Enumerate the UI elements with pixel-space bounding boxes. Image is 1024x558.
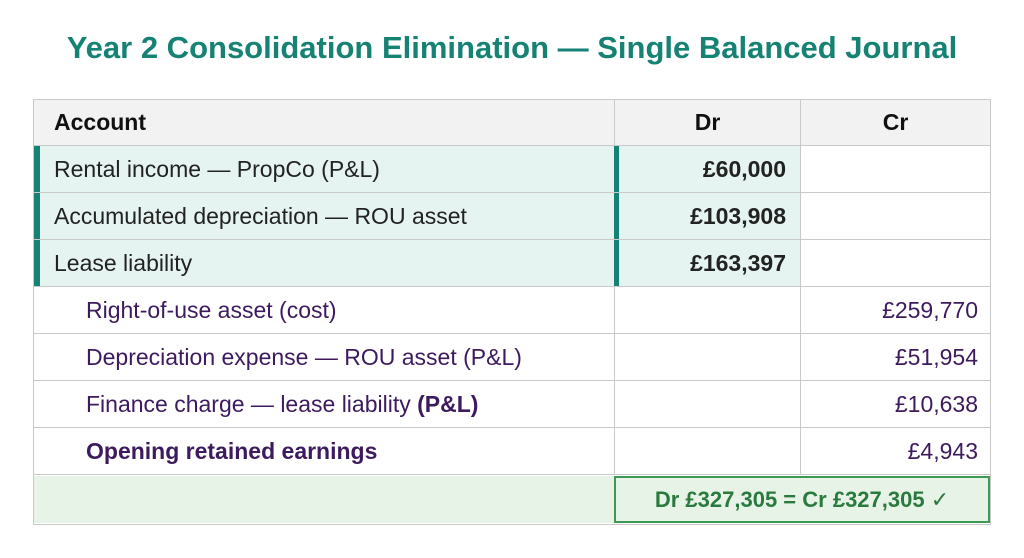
table-row: Accumulated depreciation — ROU asset £10… — [34, 193, 990, 240]
debit-amount: £60,000 — [614, 146, 800, 192]
credit-amount: £4,943 — [800, 428, 990, 474]
header-account: Account — [54, 109, 146, 135]
debit-amount — [614, 334, 800, 380]
credit-amount — [800, 146, 990, 192]
table-header: Account Dr Cr — [34, 100, 990, 146]
table-row: Lease liability £163,397 — [34, 240, 990, 287]
credit-amount: £259,770 — [800, 287, 990, 333]
table-row: Depreciation expense — ROU asset (P&L) £… — [34, 334, 990, 381]
credit-amount: £10,638 — [800, 381, 990, 427]
balance-check: Dr £327,305 = Cr £327,305 ✓ — [614, 476, 990, 523]
account-name: Right-of-use asset (cost) — [86, 296, 337, 323]
account-cell: Finance charge — lease liability (P&L) — [34, 381, 614, 427]
header-cr: Cr — [800, 100, 990, 145]
account-name: Lease liability — [34, 240, 614, 286]
total-row: Dr £327,305 = Cr £327,305 ✓ — [34, 476, 990, 523]
credit-amount: £51,954 — [800, 334, 990, 380]
table-row: Right-of-use asset (cost) £259,770 — [34, 287, 990, 334]
check-icon: ✓ — [924, 486, 950, 512]
debit-amount: £163,397 — [614, 240, 800, 286]
debit-amount — [614, 287, 800, 333]
debit-amount — [614, 381, 800, 427]
account-name: Rental income — PropCo (P&L) — [34, 146, 614, 192]
debit-amount — [614, 428, 800, 474]
account-name: Opening retained earnings — [86, 437, 378, 464]
table-row: Finance charge — lease liability (P&L) £… — [34, 381, 990, 428]
account-name: Accumulated depreciation — ROU asset — [34, 193, 614, 239]
account-name: Depreciation expense — ROU asset (P&L) — [86, 343, 522, 370]
journal-title: Year 2 Consolidation Elimination — Singl… — [66, 30, 958, 65]
journal-table: Account Dr Cr Rental income — PropCo (P&… — [33, 99, 991, 525]
account-suffix: (P&L) — [417, 390, 479, 417]
debit-amount: £103,908 — [614, 193, 800, 239]
credit-amount — [800, 240, 990, 286]
equals-sign: = — [777, 486, 803, 512]
table-row: Rental income — PropCo (P&L) £60,000 — [34, 146, 990, 193]
total-credit: Cr £327,305 — [802, 486, 925, 512]
credit-amount — [800, 193, 990, 239]
table-row: Opening retained earnings £4,943 — [34, 428, 990, 475]
header-dr: Dr — [614, 100, 800, 145]
total-debit: Dr £327,305 — [654, 486, 778, 512]
total-label-cell — [34, 476, 614, 523]
account-name: Finance charge — lease liability — [86, 390, 411, 417]
